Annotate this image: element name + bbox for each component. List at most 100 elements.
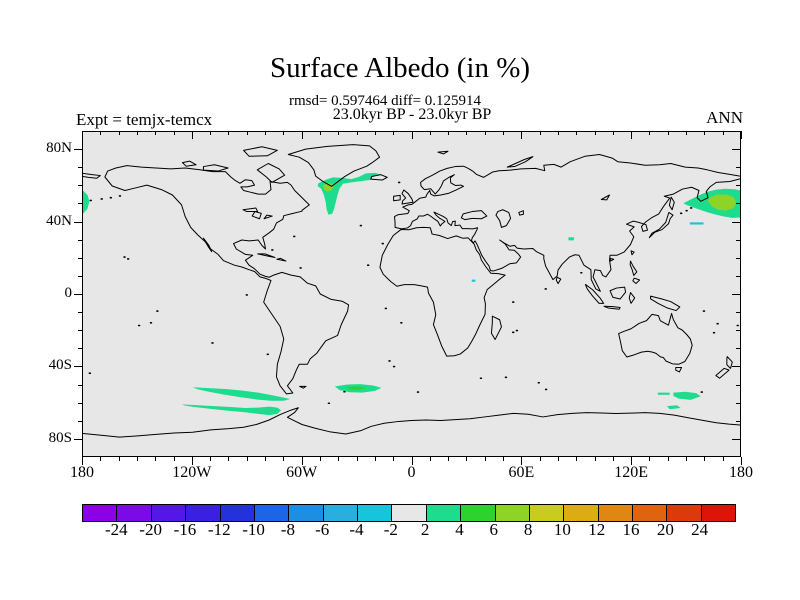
lon-tick-top bbox=[136, 131, 138, 135]
lon-tick-top bbox=[521, 131, 523, 139]
stats-line: rmsd= 0.597464 diff= 0.125914 bbox=[288, 93, 482, 109]
colorbar-segment bbox=[288, 505, 323, 521]
coastline-asia-pacific-to-mediterranean bbox=[401, 179, 740, 291]
lat-tick-left bbox=[74, 221, 82, 223]
coastline-africa bbox=[380, 227, 505, 356]
lon-tick-bottom bbox=[228, 457, 230, 461]
lat-tick-left bbox=[78, 185, 82, 187]
lon-tick-top bbox=[118, 131, 120, 135]
small-islands-dots bbox=[89, 182, 738, 403]
coastline-great-lakes bbox=[243, 208, 272, 219]
lon-tick-bottom bbox=[356, 457, 358, 461]
lon-tick-top bbox=[741, 131, 742, 139]
anomaly-patch-nwpacific-negative bbox=[689, 222, 704, 225]
lat-tick-right bbox=[732, 149, 740, 151]
lon-axis-label: 60E bbox=[508, 464, 535, 481]
colorbar-segment bbox=[219, 505, 254, 521]
lat-tick-left bbox=[78, 203, 82, 205]
lon-axis-label: 180 bbox=[729, 464, 753, 481]
lon-tick-bottom bbox=[136, 457, 138, 461]
lon-tick-top bbox=[448, 131, 450, 135]
lon-tick-bottom bbox=[393, 457, 395, 461]
lat-tick-right bbox=[736, 348, 740, 350]
colorbar-segment bbox=[563, 505, 598, 521]
colorbar-segment bbox=[83, 505, 117, 521]
lon-tick-top bbox=[210, 131, 212, 135]
lon-tick-top bbox=[539, 131, 541, 135]
lon-tick-top bbox=[173, 131, 175, 135]
experiment-label: Expt = temjx-temcx bbox=[76, 110, 213, 129]
lon-tick-bottom bbox=[118, 457, 120, 461]
lat-tick-right bbox=[736, 312, 740, 314]
coastline-arctic-islands-eurasia bbox=[438, 151, 533, 167]
colorbar-boundary-label: -2 bbox=[383, 520, 398, 539]
lat-axis-label: 80N bbox=[46, 140, 72, 157]
lat-tick-right bbox=[732, 366, 740, 368]
lon-tick-bottom bbox=[429, 457, 431, 461]
lon-tick-top bbox=[466, 131, 468, 135]
lat-tick-left bbox=[78, 167, 82, 169]
lat-axis-label: 0 bbox=[64, 285, 73, 301]
lon-tick-bottom bbox=[100, 457, 102, 461]
coastline-india-srilanka bbox=[556, 277, 561, 283]
lon-tick-bottom bbox=[594, 457, 596, 461]
period-line: 23.0kyr BP - 23.0kyr BP bbox=[332, 106, 492, 123]
colorbar-boundary-label: -6 bbox=[315, 520, 330, 539]
lon-tick-top bbox=[283, 131, 285, 135]
lon-tick-bottom bbox=[283, 457, 285, 461]
lon-tick-bottom bbox=[576, 457, 578, 461]
coastline-greenland bbox=[288, 145, 379, 187]
colorbar-boundary-label: 10 bbox=[553, 520, 571, 539]
lon-tick-bottom bbox=[155, 457, 157, 461]
lon-tick-top bbox=[557, 131, 559, 135]
colorbar-segment bbox=[391, 505, 426, 521]
lon-tick-bottom bbox=[667, 457, 669, 461]
anomaly-patch-antarctic-peninsula bbox=[181, 404, 282, 416]
coastline-baja-california bbox=[203, 238, 211, 252]
colorbar-segment bbox=[357, 505, 392, 521]
lon-tick-bottom bbox=[722, 457, 724, 461]
coastline-tasmania-newzealand bbox=[676, 357, 733, 379]
lon-tick-top bbox=[374, 131, 376, 135]
colorbar-segment bbox=[116, 505, 151, 521]
anomaly-patch-left-edge bbox=[83, 190, 90, 214]
lat-tick-left bbox=[78, 330, 82, 332]
colorbar-segment bbox=[700, 505, 736, 521]
lat-tick-left bbox=[78, 239, 82, 241]
anomaly-patch-south-australia-c bbox=[667, 405, 681, 410]
lon-tick-top bbox=[631, 131, 633, 139]
lon-tick-top bbox=[100, 131, 102, 135]
coastline-inland-seas bbox=[461, 195, 609, 227]
colorbar-boundary-label: -12 bbox=[207, 520, 231, 539]
coastline-falklands bbox=[300, 386, 306, 388]
lon-tick-bottom bbox=[686, 457, 688, 461]
lon-tick-bottom bbox=[741, 457, 742, 465]
anomaly-patch-south-australia-a bbox=[657, 392, 670, 395]
lat-tick-left bbox=[78, 402, 82, 404]
anomaly-patch-tibet bbox=[568, 237, 574, 241]
lat-tick-left bbox=[74, 438, 82, 440]
lon-axis-label: 120W bbox=[172, 464, 212, 481]
coastline-japan-sakhalin bbox=[649, 197, 674, 238]
lon-tick-bottom bbox=[539, 457, 541, 461]
lon-tick-bottom bbox=[411, 457, 413, 465]
lon-tick-bottom bbox=[338, 457, 340, 461]
coastline-australia bbox=[619, 313, 693, 364]
colorbar-segment bbox=[494, 505, 529, 521]
lon-tick-top bbox=[576, 131, 578, 135]
colorbar-boundary-label: -8 bbox=[280, 520, 295, 539]
lon-tick-bottom bbox=[557, 457, 559, 461]
anomaly-patch-east-africa bbox=[471, 279, 476, 282]
lon-tick-bottom bbox=[173, 457, 175, 461]
colorbar-boundary-label: 4 bbox=[455, 520, 464, 539]
colorbar-segment bbox=[666, 505, 701, 521]
coastline-chukotka-left-edge bbox=[83, 173, 100, 178]
lat-tick-right bbox=[736, 257, 740, 259]
lon-tick-top bbox=[155, 131, 157, 135]
lon-tick-bottom bbox=[521, 457, 523, 465]
lon-axis-label: 0 bbox=[407, 464, 416, 481]
lon-axis-label: 180 bbox=[70, 464, 94, 481]
lon-tick-top bbox=[594, 131, 596, 135]
lon-tick-bottom bbox=[704, 457, 706, 461]
